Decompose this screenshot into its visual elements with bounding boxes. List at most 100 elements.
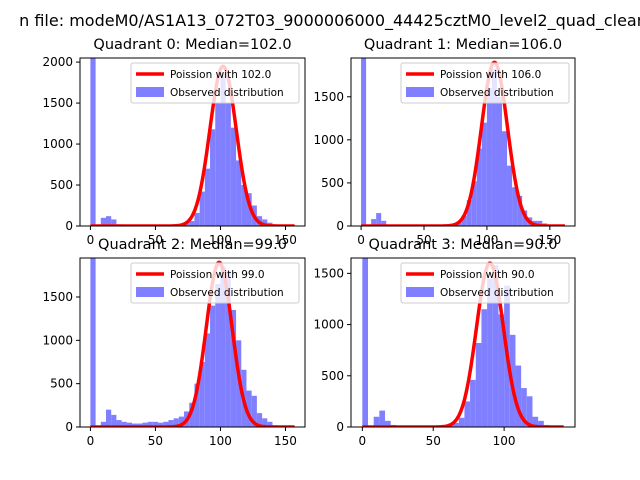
- histogram-bar: [521, 388, 527, 427]
- y-tick-label: 1500: [313, 266, 344, 280]
- histogram-bar: [267, 421, 273, 427]
- histogram-bar: [537, 220, 543, 226]
- histogram-bar: [496, 96, 503, 226]
- subplot-title: Quadrant 0: Median=102.0: [93, 37, 291, 53]
- histogram-bar: [492, 265, 499, 427]
- legend-label: Observed distribution: [440, 87, 554, 99]
- x-tick-label: 0: [359, 434, 367, 448]
- histogram-bar: [498, 314, 505, 427]
- legend: Poission with 102.0 Observed distribution: [130, 62, 300, 104]
- histogram-bar: [251, 395, 257, 427]
- y-tick-label: 1000: [42, 137, 73, 151]
- legend-box: [130, 262, 300, 304]
- legend: Poission with 90.0 Observed distribution: [400, 262, 570, 304]
- legend-bar-swatch: [136, 87, 164, 97]
- histogram-bar: [470, 379, 476, 427]
- histogram-bar: [189, 402, 195, 427]
- histogram-bar: [100, 421, 107, 427]
- histogram-bar: [116, 420, 122, 427]
- histogram-bar: [158, 422, 164, 427]
- legend-label: Observed distribution: [170, 87, 284, 99]
- x-tick-label: 50: [426, 434, 441, 448]
- histogram-bar: [163, 421, 169, 427]
- x-tick-label: 150: [538, 233, 561, 247]
- axes-frame: [79, 257, 306, 428]
- histogram-bar: [361, 58, 367, 226]
- histogram-bar: [502, 131, 508, 226]
- histogram-bar: [481, 309, 488, 427]
- legend-box: [130, 62, 300, 104]
- poisson-curve: [359, 60, 567, 226]
- histogram-bar: [256, 413, 263, 427]
- histogram-bar: [515, 365, 522, 427]
- histogram-bar: [379, 410, 386, 427]
- y-tick-label: 1000: [313, 133, 344, 147]
- histogram-bar: [376, 213, 382, 226]
- histogram-bar: [90, 58, 96, 226]
- histogram-bar: [111, 414, 117, 427]
- histogram-bar: [168, 420, 174, 427]
- x-tick-label: 100: [493, 434, 516, 448]
- histogram-bar: [466, 200, 472, 226]
- plot-area: [359, 58, 567, 226]
- histogram-bar: [373, 416, 380, 427]
- legend-label: Poission with 99.0: [170, 269, 265, 281]
- axes-frame: [79, 57, 306, 227]
- legend: Poission with 106.0 Observed distribution: [400, 62, 570, 104]
- histogram-bar: [90, 258, 96, 427]
- legend-box: [400, 62, 570, 104]
- histogram-bar: [230, 127, 237, 226]
- x-tick-label: 150: [274, 434, 297, 448]
- y-tick-label: 0: [65, 219, 73, 233]
- subplot-title: Quadrant 1: Median=106.0: [364, 37, 562, 53]
- x-tick-label: 50: [148, 434, 163, 448]
- histogram-bar: [262, 418, 268, 427]
- histogram-bar: [262, 219, 268, 226]
- legend-label: Poission with 106.0: [440, 69, 541, 81]
- histogram-bar: [111, 219, 117, 226]
- x-tick-label: 0: [357, 233, 365, 247]
- histogram-bar: [189, 221, 195, 226]
- y-tick-label: 1500: [42, 290, 73, 304]
- x-tick-label: 50: [416, 233, 431, 247]
- y-tick-label: 500: [321, 369, 344, 383]
- histogram-bar: [100, 217, 107, 226]
- histogram-bar: [184, 223, 190, 226]
- histogram-bar: [199, 191, 205, 226]
- histogram-bar: [517, 195, 523, 226]
- y-tick-label: 500: [50, 178, 73, 192]
- histogram-bar: [246, 390, 252, 427]
- y-tick-label: 500: [50, 377, 73, 391]
- y-tick-label: 500: [321, 176, 344, 190]
- histogram-bar: [491, 69, 497, 226]
- histogram-bar: [220, 72, 226, 226]
- histogram-bar: [476, 148, 482, 226]
- histogram-bar: [538, 420, 544, 427]
- histogram-bar: [241, 185, 247, 226]
- subplot-quadrant-2: Quadrant 2: Median=99.00 50 100 15005001000…: [42, 237, 306, 448]
- x-tick-label: 0: [87, 233, 95, 247]
- y-tick-label: 0: [65, 420, 73, 434]
- legend-label: Observed distribution: [440, 287, 554, 299]
- subplot-quadrant-0: Quadrant 0: Median=102.00 50 100 1500500100…: [42, 37, 306, 247]
- histogram-bar: [121, 421, 127, 427]
- plot-area: [89, 258, 296, 427]
- subplot-quadrant-3: Quadrant 3: Median=90.00 50 10005001000150…: [313, 237, 576, 448]
- legend-label: Observed distribution: [170, 287, 284, 299]
- y-tick-label: 1500: [42, 96, 73, 110]
- histogram-bar: [230, 310, 237, 427]
- y-tick-label: 0: [336, 219, 344, 233]
- histogram-bar: [178, 416, 185, 427]
- histogram-bar: [461, 215, 467, 226]
- histogram-bar: [215, 103, 221, 226]
- x-tick-label: 50: [148, 233, 163, 247]
- plot-area: [361, 258, 565, 427]
- histogram-bar: [475, 343, 482, 427]
- x-tick-label: 150: [274, 233, 297, 247]
- legend: Poission with 99.0 Observed distribution: [130, 262, 300, 304]
- histogram-bar: [532, 416, 539, 427]
- x-tick-label: 100: [209, 233, 232, 247]
- axes-frame: [350, 257, 576, 428]
- poisson-curve: [361, 261, 565, 427]
